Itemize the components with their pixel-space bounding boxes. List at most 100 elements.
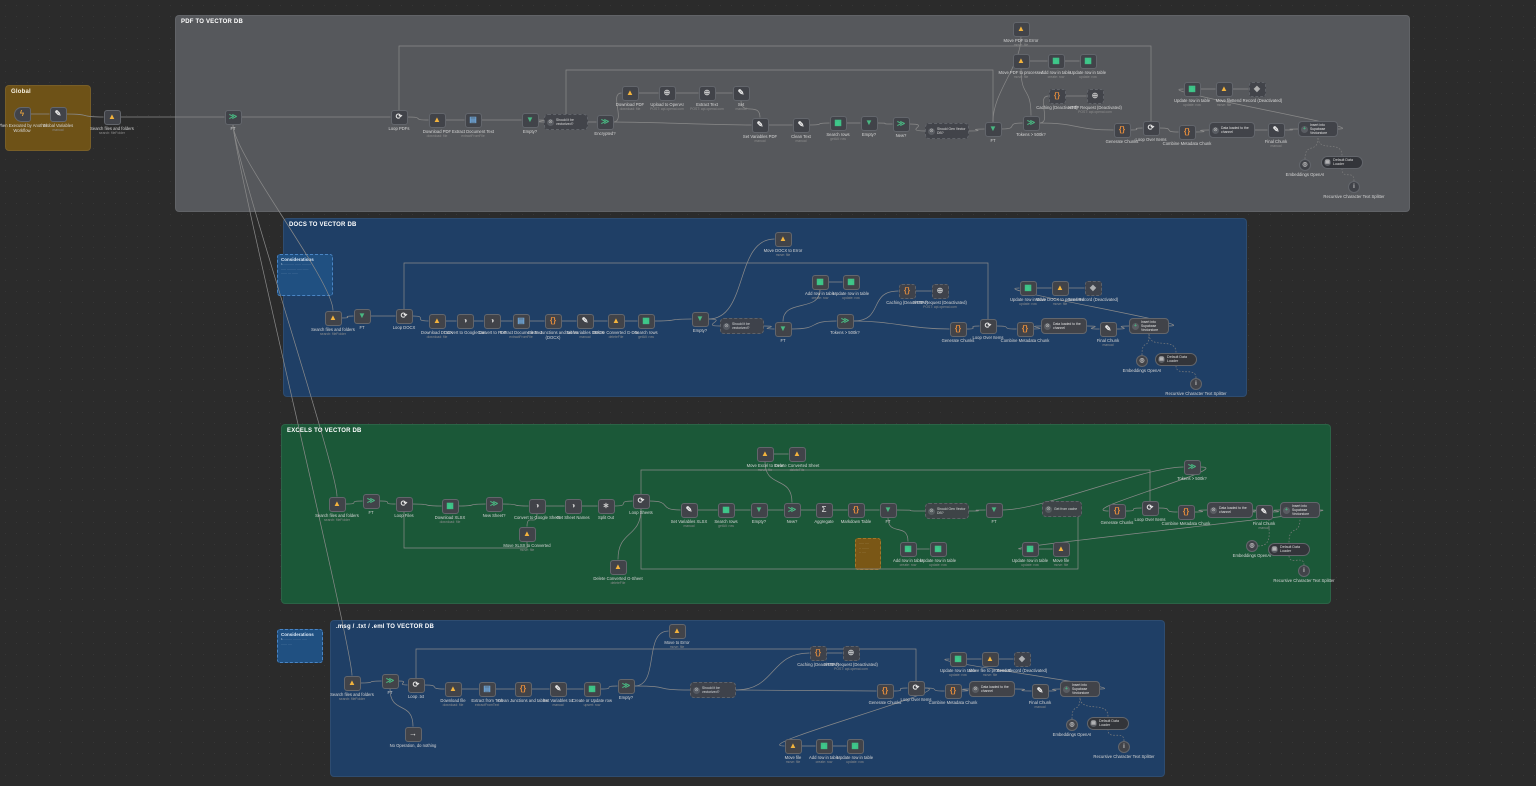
node-m14[interactable]: ▦ [949, 651, 967, 667]
node-e34[interactable]: ▦ [899, 541, 917, 557]
node-d10[interactable]: ▲ [607, 313, 625, 329]
node-e20[interactable]: {} [1108, 503, 1126, 519]
node-d1[interactable]: ▲ [324, 310, 342, 326]
node-m17[interactable]: {} [876, 683, 894, 699]
node-m19[interactable]: {} [944, 683, 962, 699]
node-m24[interactable]: ▤ Default Data Loader [1087, 716, 1129, 730]
node-e24[interactable]: ✎ [1255, 504, 1273, 520]
node-m7[interactable]: ✎ [549, 681, 567, 697]
node-e18[interactable]: ▼ [985, 502, 1003, 518]
node-d12[interactable]: ▼ [691, 311, 709, 327]
node-e28[interactable]: i [1298, 565, 1310, 577]
node-d18[interactable]: ⊕ [931, 283, 949, 299]
node-e35[interactable]: ▦ [929, 541, 947, 557]
node-e11[interactable]: ▦ [717, 502, 735, 518]
node-p11[interactable]: ✎ [751, 117, 769, 133]
node-m22[interactable]: + Insert into Supabase Vectorstore [1060, 681, 1100, 697]
node-d31[interactable]: ▦ [811, 274, 829, 290]
node-d28[interactable]: ◎ [1136, 355, 1148, 367]
node-e33[interactable]: ▲ [609, 559, 627, 575]
node-e3[interactable]: ⟳ [395, 496, 413, 512]
node-p5[interactable]: ⊙ Should it be vectorized? [544, 114, 588, 130]
node-d27[interactable]: + Insert into Supabase Vectorstore [1129, 318, 1169, 334]
node-g2[interactable]: ✎ [49, 106, 67, 122]
node-e31[interactable]: ▲ [788, 446, 806, 462]
node-p31[interactable]: ⊙ Data loaded to the channel [1209, 122, 1255, 138]
node-m9[interactable]: ≫ [617, 678, 635, 694]
node-e23[interactable]: ⊙ Data loaded to the channel [1207, 502, 1253, 518]
node-d20[interactable]: ▲ [1051, 280, 1069, 296]
node-d16[interactable]: ▲ [774, 231, 792, 247]
node-p3[interactable]: ▤ [464, 112, 482, 128]
node-d23[interactable]: ⟳ [979, 318, 997, 334]
node-m29[interactable]: ▦ [846, 738, 864, 754]
node-p30[interactable]: {} [1178, 124, 1196, 140]
node-s1[interactable]: ▲ [103, 109, 121, 125]
group-docs[interactable]: DOCS TO VECTOR DB [283, 218, 1247, 397]
node-e21[interactable]: ⟳ [1141, 500, 1159, 516]
node-e26[interactable]: ◎ [1246, 540, 1258, 552]
node-p18[interactable]: ≫ [1022, 115, 1040, 131]
node-m10[interactable]: ⊙ Should it be vectorized? [690, 682, 736, 698]
node-e29[interactable]: ≫ [1183, 459, 1201, 475]
node-p29[interactable]: ⟳ [1142, 120, 1160, 136]
node-d22[interactable]: {} [949, 321, 967, 337]
node-p34[interactable]: ◎ [1299, 159, 1311, 171]
node-d9[interactable]: ✎ [576, 313, 594, 329]
node-m12[interactable]: {} [809, 645, 827, 661]
node-p27[interactable]: ◆ [1248, 81, 1266, 97]
node-d11[interactable]: ▦ [637, 313, 655, 329]
node-e10[interactable]: ✎ [680, 502, 698, 518]
node-p4[interactable]: ▼ [521, 112, 539, 128]
node-p22[interactable]: ▦ [1079, 53, 1097, 69]
node-g1[interactable]: ϟ [13, 106, 31, 122]
node-d17[interactable]: {} [898, 283, 916, 299]
sticky-note-note-orange[interactable]: ····· ···· ·· ······· ·· ···· [855, 538, 881, 570]
node-m25[interactable]: i [1118, 741, 1130, 753]
group-pdf[interactable]: PDF TO VECTOR DB [175, 15, 1410, 212]
node-d4[interactable]: ▲ [428, 313, 446, 329]
node-d7[interactable]: ▤ [512, 313, 530, 329]
node-p25[interactable]: ▦ [1183, 81, 1201, 97]
node-m20[interactable]: ⊙ Data loaded to the channel [969, 681, 1015, 697]
node-m4[interactable]: ▲ [444, 681, 462, 697]
node-d6[interactable]: ◑ [483, 313, 501, 329]
node-d19[interactable]: ▦ [1019, 280, 1037, 296]
node-e13[interactable]: ≫ [783, 502, 801, 518]
node-e14[interactable]: Σ [815, 502, 833, 518]
node-e32[interactable]: ▲ [518, 526, 536, 542]
node-e36[interactable]: ▦ [1021, 541, 1039, 557]
node-m18[interactable]: ⟳ [907, 680, 925, 696]
node-p33[interactable]: + Insert into Supabase Vectorstore [1298, 121, 1338, 137]
node-d29[interactable]: ▤ Default Data Loader [1155, 352, 1197, 366]
node-p23[interactable]: {} [1048, 88, 1066, 104]
node-e30[interactable]: ▲ [756, 446, 774, 462]
node-e19[interactable]: ⊙ Get from cache [1042, 501, 1082, 517]
node-e17[interactable]: ⊙ Should Gen Vector DB? [925, 503, 969, 519]
node-e9[interactable]: ⟳ [632, 493, 650, 509]
node-m23[interactable]: ◎ [1066, 719, 1078, 731]
node-e37[interactable]: ▲ [1052, 541, 1070, 557]
node-e6[interactable]: ◑ [528, 498, 546, 514]
node-p13[interactable]: ▦ [829, 115, 847, 131]
node-p36[interactable]: i [1348, 181, 1360, 193]
node-d21[interactable]: ◆ [1084, 280, 1102, 296]
node-p9[interactable]: ⊕ [698, 85, 716, 101]
sticky-note-considerations-docs[interactable]: Considerations 1. ·········· ······ ·····… [277, 254, 333, 296]
node-p12[interactable]: ✎ [792, 117, 810, 133]
node-e2[interactable]: ≫ [362, 493, 380, 509]
node-m21[interactable]: ✎ [1031, 683, 1049, 699]
node-e7[interactable]: ◑ [564, 498, 582, 514]
node-m11[interactable]: ▲ [668, 623, 686, 639]
node-d13[interactable]: ⊙ Should it be vectorized? [720, 318, 764, 334]
node-p21[interactable]: ▦ [1047, 53, 1065, 69]
node-p7[interactable]: ▲ [621, 85, 639, 101]
node-sw[interactable]: ≫ [224, 109, 242, 125]
node-m16[interactable]: ◆ [1013, 651, 1031, 667]
node-d5[interactable]: ◑ [456, 313, 474, 329]
sticky-note-considerations-msg[interactable]: Considerations 1. ········ ········ ·····… [277, 629, 323, 663]
node-d25[interactable]: ⊙ Data loaded to the channel [1041, 318, 1087, 334]
node-m3[interactable]: ⟳ [407, 677, 425, 693]
node-p26[interactable]: ▲ [1215, 81, 1233, 97]
